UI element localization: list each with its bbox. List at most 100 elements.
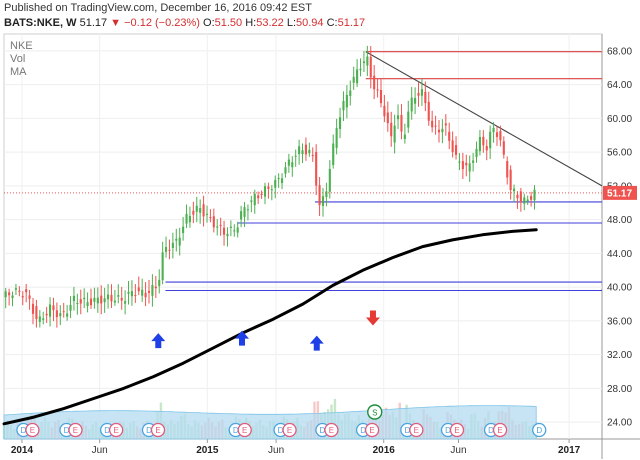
candle-body: [386, 112, 389, 124]
candle-body: [31, 303, 35, 314]
svg-text:E: E: [242, 426, 247, 435]
candle: [164, 236, 168, 258]
candle-body: [376, 89, 379, 91]
candle-body: [209, 217, 212, 219]
close-label: C:: [326, 17, 338, 29]
candle: [205, 205, 209, 223]
candle: [21, 291, 24, 306]
candle: [267, 182, 270, 199]
svg-text:E: E: [454, 426, 459, 435]
candle-body: [356, 69, 359, 84]
candle-body: [482, 136, 485, 146]
candle: [366, 45, 369, 77]
candle-body: [93, 297, 96, 302]
candle: [284, 161, 287, 178]
high-label: H:: [245, 17, 257, 29]
candle-body: [38, 316, 41, 322]
candle-body: [72, 295, 75, 301]
candle-body: [14, 288, 17, 290]
candle: [420, 78, 423, 106]
candle-body: [287, 159, 290, 166]
candle: [332, 134, 335, 169]
candle: [154, 275, 157, 298]
candle: [379, 79, 383, 108]
candle-body: [318, 185, 321, 206]
indicator-legend: NKE Vol MA: [10, 40, 33, 79]
candle: [417, 82, 420, 107]
candle-body: [311, 155, 314, 157]
candle: [48, 297, 52, 327]
candle-body: [526, 199, 529, 202]
candle-body: [400, 115, 403, 132]
candle-body: [298, 146, 301, 155]
candle-body: [222, 227, 226, 235]
candle: [28, 289, 31, 310]
candle-body: [96, 297, 99, 304]
candle: [362, 50, 365, 72]
candle: [86, 292, 89, 313]
candle: [499, 125, 502, 147]
y-tick-label: 32.00: [607, 350, 632, 361]
candle: [83, 288, 86, 309]
candle-body: [393, 125, 396, 143]
candle-body: [212, 216, 215, 228]
candle: [461, 152, 464, 180]
candle-body: [315, 152, 318, 186]
svg-text:E: E: [30, 426, 35, 435]
candle-body: [403, 134, 406, 139]
candle: [396, 104, 400, 130]
candle-body: [431, 120, 434, 128]
earnings-event-icon: E: [492, 422, 508, 438]
candle: [233, 224, 236, 237]
svg-text:D: D: [21, 426, 27, 435]
candle: [516, 191, 519, 209]
candle: [318, 177, 321, 217]
candle: [209, 209, 212, 223]
low-label: L:: [286, 17, 297, 29]
candle: [369, 46, 372, 89]
candle: [533, 185, 536, 210]
candle-body: [185, 213, 188, 224]
candle-body: [437, 129, 441, 133]
candle: [199, 199, 202, 224]
x-tick-label: Jun: [92, 445, 108, 456]
earnings-event-icon: E: [324, 422, 339, 438]
candle-body: [4, 291, 7, 298]
candle: [478, 129, 481, 156]
candle: [202, 195, 205, 227]
candle-body: [291, 162, 294, 168]
candle: [120, 286, 123, 310]
legend-ma: MA: [10, 66, 27, 78]
candle: [359, 58, 362, 77]
candle: [431, 110, 434, 133]
candle-body: [274, 179, 277, 188]
candle: [219, 217, 222, 236]
candle: [55, 302, 58, 328]
candle-body: [35, 306, 38, 320]
candle: [280, 173, 284, 190]
candle-body: [444, 123, 447, 126]
candle-body: [492, 127, 495, 133]
candle: [519, 187, 522, 212]
candle-body: [407, 111, 410, 128]
candle: [441, 119, 444, 144]
candle: [35, 299, 38, 328]
candle: [62, 302, 65, 318]
candle: [141, 278, 144, 302]
x-tick-label: 2015: [196, 445, 219, 456]
candle-body: [45, 313, 48, 316]
candle-body: [250, 200, 253, 202]
candle-body: [383, 105, 386, 117]
candle-body: [414, 97, 417, 104]
svg-text:E: E: [369, 426, 374, 435]
plot-frame: [3, 33, 603, 440]
candle: [161, 241, 164, 285]
candle: [130, 280, 133, 306]
candle-body: [48, 304, 52, 317]
candle-body: [485, 145, 488, 151]
candle-body: [226, 233, 229, 237]
candle: [373, 65, 376, 100]
candle-body: [158, 279, 161, 287]
candle: [100, 285, 103, 315]
